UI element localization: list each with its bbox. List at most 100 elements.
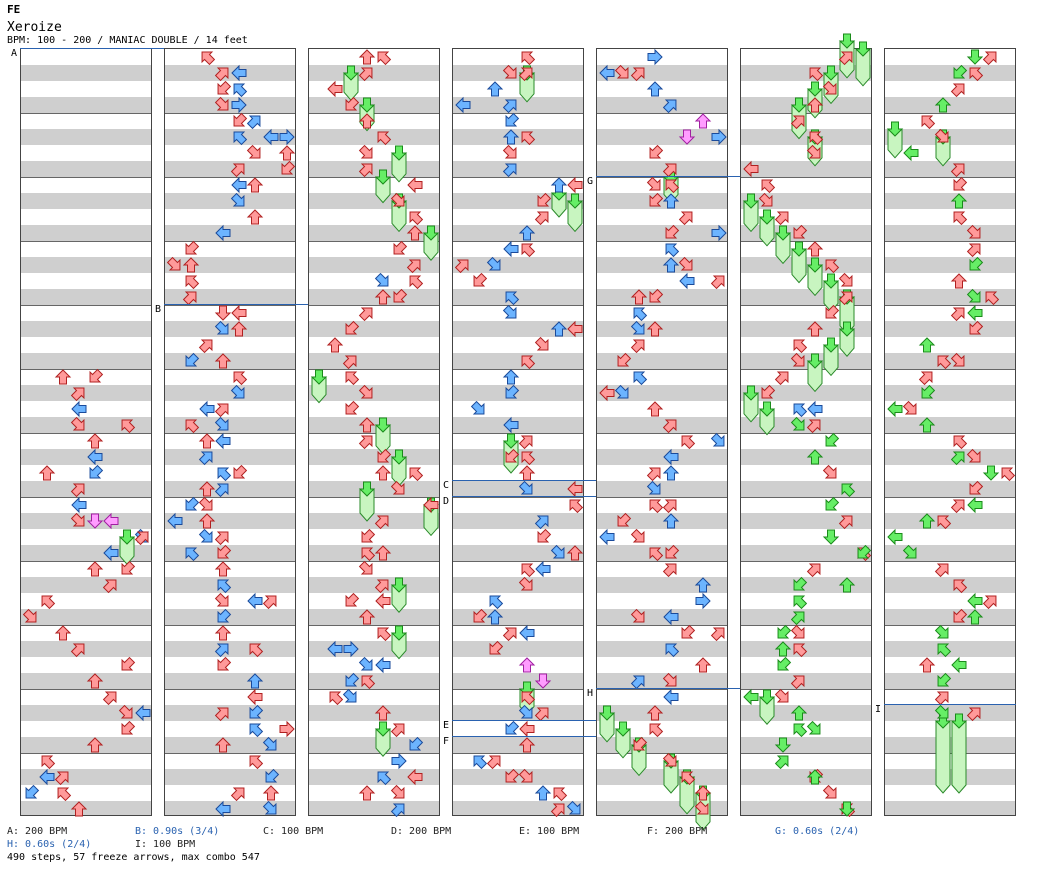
speed-marker-label: A: [11, 48, 18, 59]
step-arrow: [964, 222, 986, 244]
step-arrow: [263, 785, 279, 801]
step-arrow: [964, 254, 986, 276]
step-arrow: [68, 478, 90, 500]
step-arrow: [215, 801, 231, 817]
measure-line: [597, 113, 727, 114]
step-arrow: [788, 718, 810, 740]
step-arrow: [711, 129, 727, 145]
freeze-arrow: [631, 737, 647, 777]
step-arrow: [100, 574, 122, 596]
step-arrow: [964, 446, 986, 468]
freeze-arrow: [663, 169, 679, 204]
freeze-arrow: [679, 769, 695, 815]
step-arrow: [644, 174, 666, 196]
speed-marker-label: B: [155, 304, 162, 315]
measure-line: [309, 433, 439, 434]
speed-marker-label: C: [443, 480, 450, 491]
step-arrow: [228, 126, 250, 148]
step-arrow: [276, 158, 298, 180]
freeze-arrow: [119, 529, 135, 565]
step-arrow: [359, 609, 375, 625]
step-arrow: [516, 46, 538, 68]
measure-line: [21, 433, 151, 434]
step-arrow: [516, 574, 538, 596]
step-arrow: [903, 145, 919, 161]
step-arrow: [212, 638, 234, 660]
step-arrow: [212, 62, 234, 84]
step-arrow: [484, 254, 506, 276]
measure-line: [21, 625, 151, 626]
step-arrow: [199, 513, 215, 529]
step-arrow: [260, 734, 282, 756]
measure-line: [165, 433, 295, 434]
measure-line: [453, 561, 583, 562]
legend-item: I: 100 BPM: [135, 839, 196, 850]
legend-item: D: 200 BPM: [391, 826, 452, 837]
step-arrow: [788, 398, 810, 420]
step-arrow: [372, 574, 394, 596]
speed-marker-line: [452, 736, 596, 737]
measure-column-3: [308, 46, 440, 820]
step-arrow: [932, 622, 954, 644]
measure-line: [21, 497, 151, 498]
speed-marker-line: [452, 720, 596, 721]
step-arrow: [612, 382, 634, 404]
freeze-arrow: [663, 753, 679, 794]
step-arrow: [679, 273, 695, 289]
step-arrow: [36, 750, 58, 772]
step-arrow: [756, 382, 778, 404]
step-arrow: [180, 270, 202, 292]
measure-line: [597, 177, 727, 178]
step-arrow: [468, 270, 490, 292]
step-arrow: [743, 689, 759, 705]
freeze-arrow: [391, 625, 407, 660]
step-arrow: [532, 334, 554, 356]
step-arrow: [644, 142, 666, 164]
step-arrow: [340, 94, 362, 116]
step-arrow: [327, 337, 343, 353]
step-arrow: [948, 78, 970, 100]
step-arrow: [951, 657, 967, 673]
measure-line: [885, 241, 1015, 242]
measure-line: [309, 561, 439, 562]
step-arrow: [804, 62, 826, 84]
measure-line: [741, 433, 871, 434]
step-arrow: [535, 785, 551, 801]
step-arrow: [324, 686, 346, 708]
speed-marker-line: [596, 688, 740, 689]
step-arrow: [87, 433, 103, 449]
step-arrow: [199, 401, 215, 417]
step-arrow: [708, 270, 730, 292]
step-arrow: [500, 302, 522, 324]
step-arrow: [164, 254, 186, 276]
step-arrow: [679, 129, 695, 145]
step-arrow: [196, 494, 218, 516]
measure-line: [597, 561, 727, 562]
step-arrow: [212, 318, 234, 340]
step-arrow: [788, 574, 810, 596]
measure-line: [165, 625, 295, 626]
step-arrow: [212, 462, 234, 484]
source-tag: FE: [7, 3, 21, 16]
step-arrow: [404, 254, 426, 276]
measure-line: [885, 753, 1015, 754]
step-arrow: [183, 257, 199, 273]
step-arrow: [551, 321, 567, 337]
measure-line: [165, 497, 295, 498]
step-arrow: [820, 78, 842, 100]
step-arrow: [519, 737, 535, 753]
step-arrow: [711, 225, 727, 241]
measure-line: [453, 497, 583, 498]
step-arrow: [228, 462, 250, 484]
step-arrow: [215, 353, 231, 369]
step-arrow: [71, 497, 87, 513]
step-arrow: [612, 62, 634, 84]
step-arrow: [263, 129, 279, 145]
step-arrow: [612, 350, 634, 372]
step-arrow: [404, 734, 426, 756]
step-arrow: [500, 110, 522, 132]
step-arrow: [215, 305, 231, 321]
measure-line: [597, 689, 727, 690]
measure-line: [165, 177, 295, 178]
step-arrow: [71, 401, 87, 417]
